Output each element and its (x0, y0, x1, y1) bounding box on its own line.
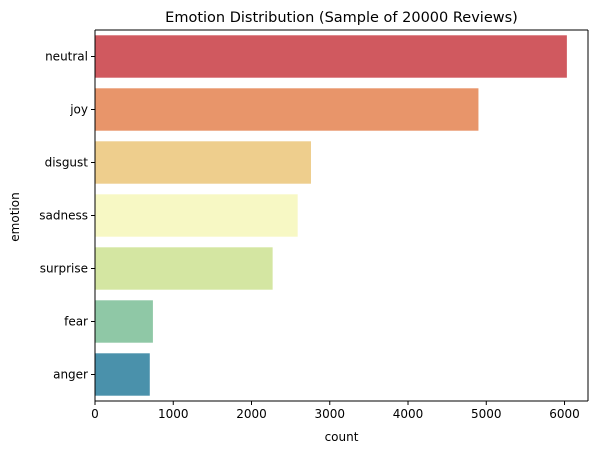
bar-joy (95, 88, 479, 131)
plot-frame (94, 29, 589, 402)
y-tick-label: joy (69, 103, 88, 117)
y-tick-label: anger (53, 368, 88, 382)
y-axis-title: emotion (8, 192, 22, 241)
bar-anger (95, 353, 150, 396)
y-tick-label: sadness (39, 209, 88, 223)
x-tick-label: 0 (91, 407, 99, 421)
bar-surprise (95, 247, 273, 290)
bar-disgust (95, 141, 311, 184)
bars-group (95, 35, 567, 396)
x-tick-label: 2000 (236, 407, 267, 421)
x-tick-label: 6000 (549, 407, 580, 421)
x-tick-label: 3000 (314, 407, 345, 421)
x-axis-title: count (325, 430, 359, 444)
x-axis-ticks: 0 1000 2000 3000 4000 5000 6000 (91, 401, 580, 421)
bar-neutral (95, 35, 567, 78)
y-tick-label: disgust (45, 156, 89, 170)
x-tick-label: 1000 (158, 407, 189, 421)
x-tick-label: 4000 (393, 407, 424, 421)
y-tick-label: fear (64, 315, 88, 329)
y-axis-ticks: neutral joy disgust sadness surprise fear ange… (39, 50, 95, 382)
y-tick-label: neutral (45, 50, 88, 64)
chart-title: Emotion Distribution (Sample of 20000 Re… (165, 10, 518, 26)
x-tick-label: 5000 (471, 407, 502, 421)
y-tick-label: surprise (40, 262, 88, 276)
bar-fear (95, 300, 153, 343)
bar-sadness (95, 194, 298, 237)
